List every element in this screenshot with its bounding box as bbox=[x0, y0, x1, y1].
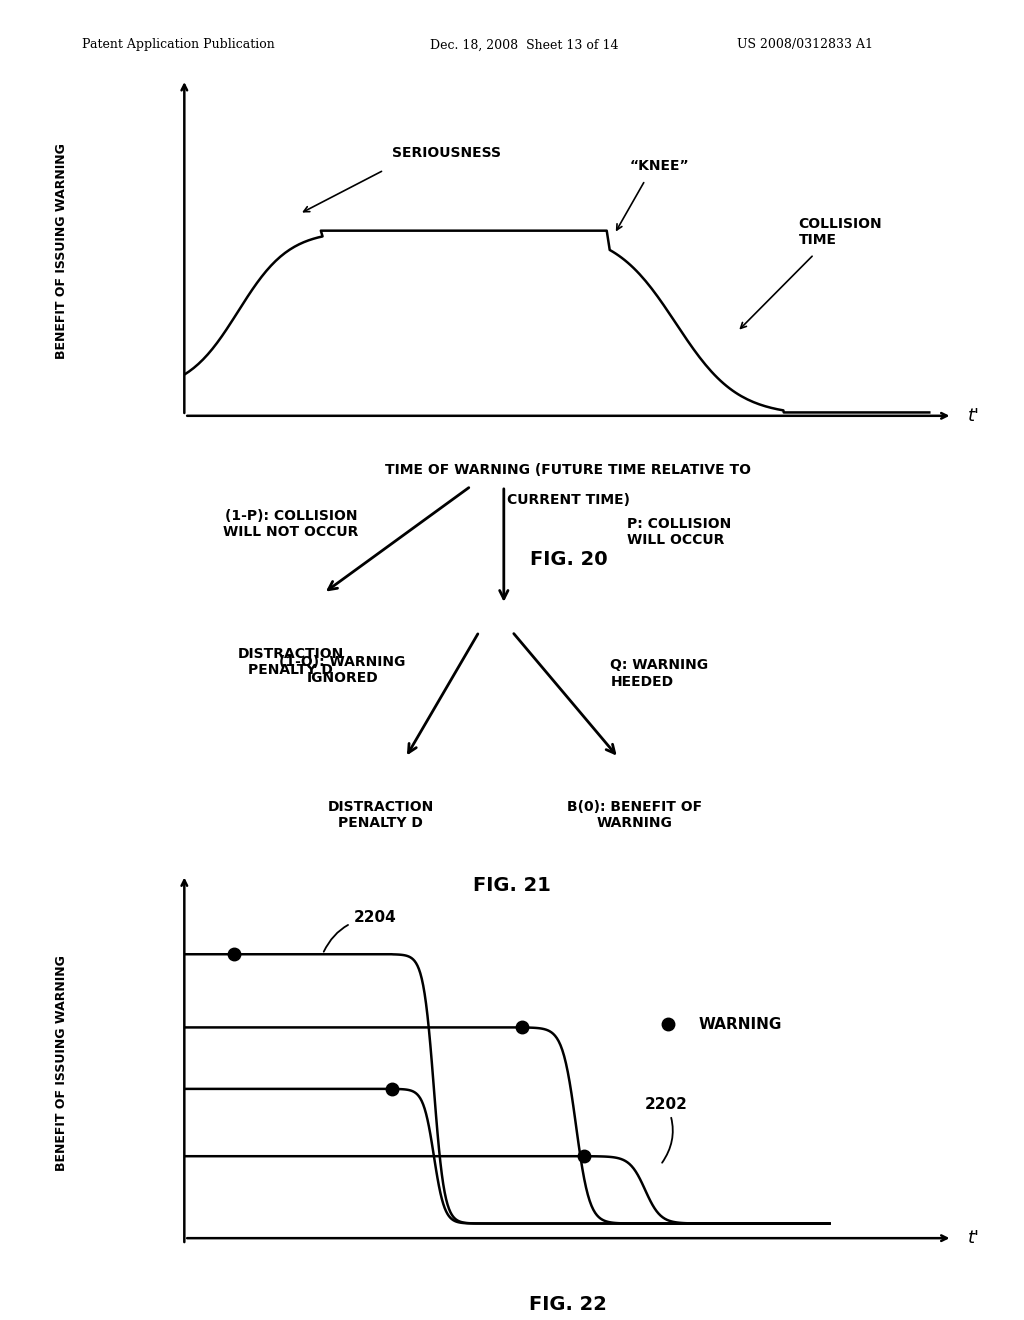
Text: 2202: 2202 bbox=[645, 1097, 688, 1163]
Text: Q: WARNING
HEEDED: Q: WARNING HEEDED bbox=[610, 659, 709, 689]
Text: Dec. 18, 2008  Sheet 13 of 14: Dec. 18, 2008 Sheet 13 of 14 bbox=[430, 38, 618, 51]
Text: SERIOUSNESS: SERIOUSNESS bbox=[391, 147, 501, 160]
Text: (1-P): COLLISION
WILL NOT OCCUR: (1-P): COLLISION WILL NOT OCCUR bbox=[223, 510, 358, 540]
Text: COLLISION
TIME: COLLISION TIME bbox=[799, 218, 883, 248]
Text: Patent Application Publication: Patent Application Publication bbox=[82, 38, 274, 51]
Text: P: COLLISION
WILL OCCUR: P: COLLISION WILL OCCUR bbox=[627, 517, 731, 546]
Text: FIG. 21: FIG. 21 bbox=[473, 876, 551, 895]
Text: t': t' bbox=[968, 407, 980, 425]
Text: (1-Q): WARNING
IGNORED: (1-Q): WARNING IGNORED bbox=[280, 655, 406, 685]
Text: US 2008/0312833 A1: US 2008/0312833 A1 bbox=[737, 38, 873, 51]
Text: DISTRACTION
PENALTY D: DISTRACTION PENALTY D bbox=[238, 647, 344, 677]
Text: “KNEE”: “KNEE” bbox=[630, 160, 689, 173]
Text: BENEFIT OF ISSUING WARNING: BENEFIT OF ISSUING WARNING bbox=[55, 954, 68, 1171]
Text: BENEFIT OF ISSUING WARNING: BENEFIT OF ISSUING WARNING bbox=[55, 143, 68, 359]
Text: 2204: 2204 bbox=[324, 909, 396, 952]
Text: t': t' bbox=[968, 1229, 980, 1247]
Text: FIG. 22: FIG. 22 bbox=[529, 1295, 607, 1315]
Text: CURRENT TIME): CURRENT TIME) bbox=[507, 494, 630, 507]
Text: TIME OF WARNING (FUTURE TIME RELATIVE TO: TIME OF WARNING (FUTURE TIME RELATIVE TO bbox=[385, 463, 752, 477]
Text: B(0): BENEFIT OF
WARNING: B(0): BENEFIT OF WARNING bbox=[567, 800, 702, 830]
Text: FIG. 20: FIG. 20 bbox=[529, 550, 607, 569]
Text: DISTRACTION
PENALTY D: DISTRACTION PENALTY D bbox=[328, 800, 434, 830]
Text: WARNING: WARNING bbox=[699, 1016, 782, 1032]
